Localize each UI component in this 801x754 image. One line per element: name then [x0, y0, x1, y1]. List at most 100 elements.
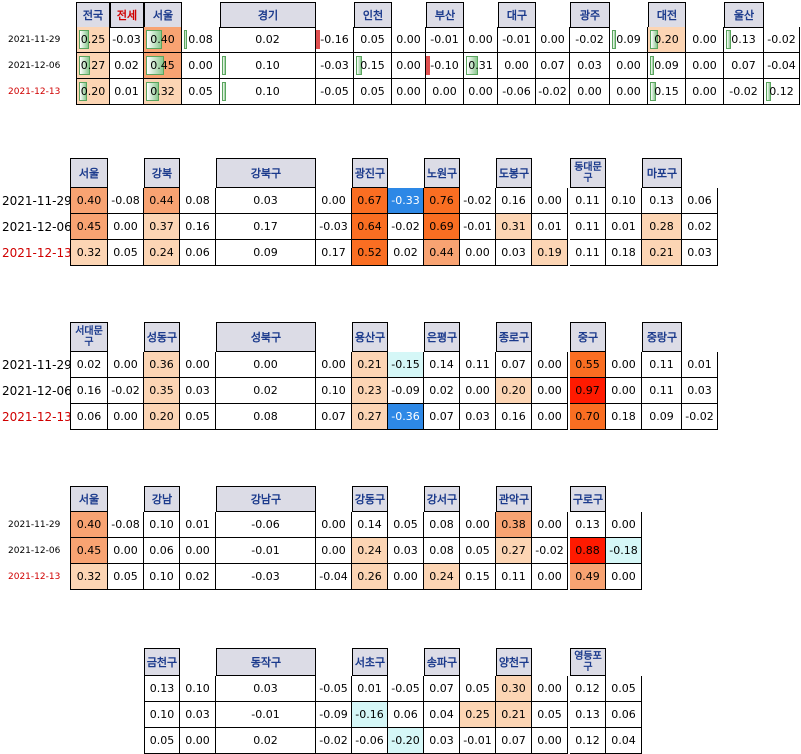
cell-value: 0.10: [149, 518, 174, 531]
cell-value: 0.40: [76, 194, 102, 207]
header-spacer: [532, 158, 568, 188]
data-cell: -0.16: [352, 702, 388, 728]
cell-value: 0.00: [185, 734, 210, 747]
column-header-label: 마포구: [646, 166, 678, 180]
cell-value: -0.02: [575, 33, 604, 46]
column-header: 서울: [70, 486, 108, 512]
data-cell: 0.03: [682, 378, 718, 404]
data-cell: 0.31: [464, 53, 498, 79]
data-cell: 0.21: [352, 352, 388, 378]
column-header: 전세: [110, 2, 144, 28]
cell-value: 0.24: [149, 246, 174, 259]
row-date: 2021-12-06: [2, 384, 70, 398]
cell-value: 0.16: [501, 410, 526, 423]
data-cell: 0.00: [392, 27, 426, 53]
data-cell: 0.27: [496, 538, 532, 564]
column-header: 서울: [144, 2, 182, 28]
data-cell: 0.70: [570, 404, 606, 430]
data-cell: 0.40: [70, 188, 108, 214]
data-cell: 0.00: [536, 27, 570, 53]
cell-value: 0.45: [150, 59, 175, 72]
column-header: 중구: [570, 322, 606, 352]
data-cell: 0.02: [424, 378, 460, 404]
cell-value: 0.08: [429, 518, 454, 531]
data-cell: 0.16: [496, 188, 532, 214]
data-cell: 0.05: [182, 79, 220, 105]
cell-value: 0.55: [575, 358, 600, 371]
cell-value: 0.20: [501, 384, 526, 397]
column-header: 광진구: [352, 158, 388, 188]
cell-value: 0.03: [185, 708, 210, 721]
cell-value: 0.02: [76, 358, 102, 371]
data-cell: 0.36: [144, 352, 180, 378]
data-cell: 0.40: [70, 512, 108, 538]
data-cell: -0.05: [316, 79, 354, 105]
cell-value: -0.15: [391, 358, 420, 371]
data-cell: 0.01: [682, 352, 718, 378]
data-cell: 0.00: [316, 352, 352, 378]
data-cell: -0.02: [388, 214, 424, 240]
header-spacer: [532, 322, 568, 352]
row-date: 2021-12-13: [2, 410, 70, 424]
data-cell: -0.02: [724, 79, 764, 105]
cell-value: 0.31: [468, 59, 493, 72]
data-cell: 0.06: [180, 240, 216, 266]
header-spacer: [316, 2, 354, 28]
column-header-label: 대구: [506, 8, 528, 22]
cell-value: -0.36: [391, 410, 420, 423]
column-header: 서대문구: [70, 322, 108, 352]
data-cell: 0.02: [180, 564, 216, 590]
data-cell: 0.10: [606, 188, 642, 214]
cell-value: 0.00: [468, 85, 493, 98]
header-spacer: [682, 158, 718, 188]
cell-value: 0.00: [253, 358, 278, 371]
data-cell: 0.13: [570, 702, 606, 728]
cell-value: 0.00: [113, 220, 138, 233]
cell-value: 0.05: [185, 410, 210, 423]
cell-value: 0.05: [360, 33, 385, 46]
header-spacer: [686, 2, 724, 28]
cell-value: 0.05: [188, 85, 213, 98]
column-header: 강동구: [352, 486, 388, 512]
data-cell: 0.20: [496, 378, 532, 404]
data-cell: 0.03: [496, 240, 532, 266]
data-cell: 0.11: [642, 352, 682, 378]
cell-value: 0.00: [468, 33, 493, 46]
data-cell: 0.07: [424, 676, 460, 702]
cell-value: 0.64: [357, 220, 382, 233]
data-cell: 0.03: [388, 538, 424, 564]
column-header: 강서구: [424, 486, 460, 512]
cell-value: 0.00: [692, 85, 717, 98]
data-cell: 0.00: [388, 564, 424, 590]
cell-value: 0.08: [429, 544, 454, 557]
data-cell: -0.02: [532, 538, 568, 564]
cell-value: 0.00: [611, 518, 636, 531]
cell-value: 0.00: [616, 85, 641, 98]
cell-value: 0.10: [149, 708, 175, 721]
data-cell: 0.05: [180, 404, 216, 430]
data-cell: 0.11: [570, 188, 606, 214]
data-cell: 0.20: [144, 404, 180, 430]
cell-value: 0.18: [611, 246, 636, 259]
cell-value: 0.45: [76, 544, 102, 557]
cell-value: 0.02: [114, 59, 139, 72]
cell-value: 0.31: [501, 220, 526, 233]
cell-value: 0.00: [396, 33, 421, 46]
cell-value: -0.01: [251, 544, 280, 557]
data-cell: 0.00: [460, 512, 496, 538]
cell-value: 0.07: [501, 358, 526, 371]
header-spacer: [460, 486, 496, 512]
cell-value: -0.03: [320, 59, 349, 72]
cell-value: 0.00: [537, 734, 562, 747]
cell-value: 0.12: [769, 85, 794, 98]
column-header: 강북구: [216, 158, 316, 188]
cell-value: 0.12: [575, 682, 600, 695]
column-header-label: 영등포구: [574, 651, 602, 673]
cell-value: 0.44: [429, 246, 454, 259]
cell-value: -0.03: [112, 33, 141, 46]
cell-value: 0.17: [321, 246, 346, 259]
header-spacer: [682, 322, 718, 352]
data-cell: 0.08: [216, 404, 316, 430]
cell-value: 0.09: [253, 246, 278, 259]
column-header: 성동구: [144, 322, 180, 352]
